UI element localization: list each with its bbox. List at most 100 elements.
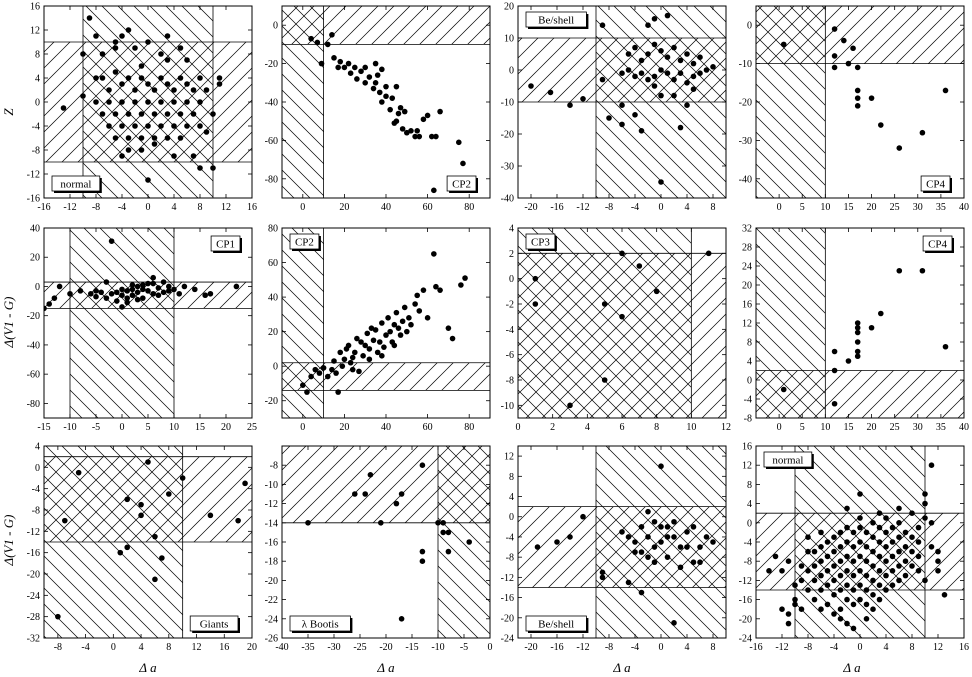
- data-point: [651, 544, 658, 550]
- data-point: [889, 524, 896, 531]
- data-point: [837, 606, 844, 612]
- data-point: [792, 596, 798, 603]
- data-point: [145, 288, 151, 294]
- data-point: [658, 92, 664, 99]
- data-point: [703, 534, 710, 540]
- data-point: [837, 616, 844, 622]
- x-tick-label: -35: [301, 642, 314, 653]
- data-point: [125, 147, 132, 153]
- x-tick-label: 0: [858, 642, 863, 653]
- data-point: [366, 74, 373, 80]
- y-tick-label: -80: [27, 399, 40, 410]
- data-point: [171, 123, 177, 129]
- data-point: [132, 45, 138, 51]
- region-y-band: [44, 282, 252, 309]
- y-tick-label: -8: [32, 146, 40, 157]
- data-point: [387, 106, 393, 113]
- y-tick-label: 4: [35, 442, 40, 453]
- data-point: [164, 81, 171, 87]
- data-point: [151, 87, 158, 93]
- data-point: [99, 51, 106, 57]
- data-point: [915, 568, 922, 574]
- y-tick-label: 0: [509, 66, 514, 77]
- label-box: [289, 615, 351, 632]
- data-point: [824, 553, 831, 560]
- data-point: [108, 238, 115, 244]
- y-tick-label: -8: [506, 376, 514, 387]
- data-point: [132, 99, 138, 105]
- data-point: [878, 122, 884, 128]
- y-tick-label: -8: [744, 414, 752, 425]
- data-point: [863, 601, 870, 608]
- data-point: [112, 135, 119, 141]
- data-point: [404, 328, 410, 335]
- x-tick-label: -25: [353, 642, 366, 653]
- y-tick-label: -16: [739, 595, 752, 606]
- y-tick-label: -10: [739, 59, 752, 70]
- data-point: [150, 290, 156, 297]
- data-point: [88, 290, 94, 297]
- data-point: [922, 515, 928, 521]
- data-point: [532, 275, 539, 282]
- data-point: [854, 320, 861, 326]
- data-point: [164, 33, 171, 39]
- x-tick-label: -10: [431, 642, 444, 653]
- data-point: [362, 342, 369, 349]
- x-tick-label: 20: [339, 202, 349, 213]
- data-point: [844, 524, 850, 531]
- data-point: [863, 587, 870, 593]
- data-point: [870, 520, 876, 526]
- x-tick-label: 0: [300, 422, 305, 433]
- x-tick-label: 12: [192, 642, 202, 653]
- x-tick-label: 15: [843, 202, 853, 213]
- data-point: [379, 353, 385, 359]
- data-point: [868, 324, 875, 331]
- panel-12: -16 -12 -8 -4 0 4 8 12 16 -24 -20 -16 -12 -8 -4 0 4 8 12 16…: [739, 442, 969, 654]
- y-tick-label: 12: [742, 461, 752, 472]
- data-point: [145, 39, 151, 45]
- data-point: [416, 308, 423, 314]
- data-point: [690, 559, 697, 566]
- data-point: [850, 625, 857, 632]
- data-point: [138, 111, 145, 117]
- x-tick-label: 0: [777, 202, 782, 213]
- data-point: [528, 83, 534, 89]
- y-tick-label: 0: [747, 21, 752, 32]
- data-point: [324, 41, 331, 48]
- panel-2: 0 20 40 60 80 -80 -60 -40 -20 0 CP2: [265, 5, 491, 213]
- y-tick-label: -2: [506, 300, 514, 311]
- data-point: [362, 491, 369, 497]
- x-tick-label: -12: [775, 642, 788, 653]
- data-point: [567, 102, 573, 108]
- region-hatching: [44, 228, 252, 418]
- data-point: [779, 606, 785, 612]
- data-point: [632, 539, 638, 545]
- data-point: [300, 382, 306, 388]
- data-point: [151, 135, 158, 141]
- data-point: [664, 70, 671, 76]
- y-tick-label: 24: [742, 262, 752, 273]
- data-point: [383, 332, 389, 338]
- data-point: [316, 370, 323, 376]
- data-point: [106, 87, 112, 93]
- x-tick-label: 25: [890, 422, 900, 433]
- data-point: [207, 512, 214, 519]
- x-tick-label: 8: [711, 202, 716, 213]
- data-point: [366, 346, 373, 352]
- data-point: [625, 51, 632, 57]
- data-point: [857, 539, 863, 545]
- data-point: [93, 75, 99, 81]
- x-tick-label: 4: [139, 642, 144, 653]
- data-point: [391, 321, 398, 328]
- y-tick-label: -12: [739, 576, 752, 587]
- data-point: [93, 33, 99, 39]
- region-x-band: [70, 228, 174, 418]
- y-tick-label: -4: [744, 395, 752, 406]
- data-point: [197, 99, 203, 105]
- data-point: [106, 123, 112, 129]
- y-tick-label: 0: [273, 362, 278, 373]
- data-point: [677, 57, 684, 64]
- panel-6: 0 20 40 60 80 -20 0 20 40 60 80 CP2: [265, 224, 491, 433]
- data-point: [863, 529, 870, 536]
